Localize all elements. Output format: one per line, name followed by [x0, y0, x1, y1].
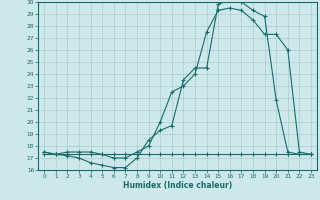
X-axis label: Humidex (Indice chaleur): Humidex (Indice chaleur)	[123, 181, 232, 190]
